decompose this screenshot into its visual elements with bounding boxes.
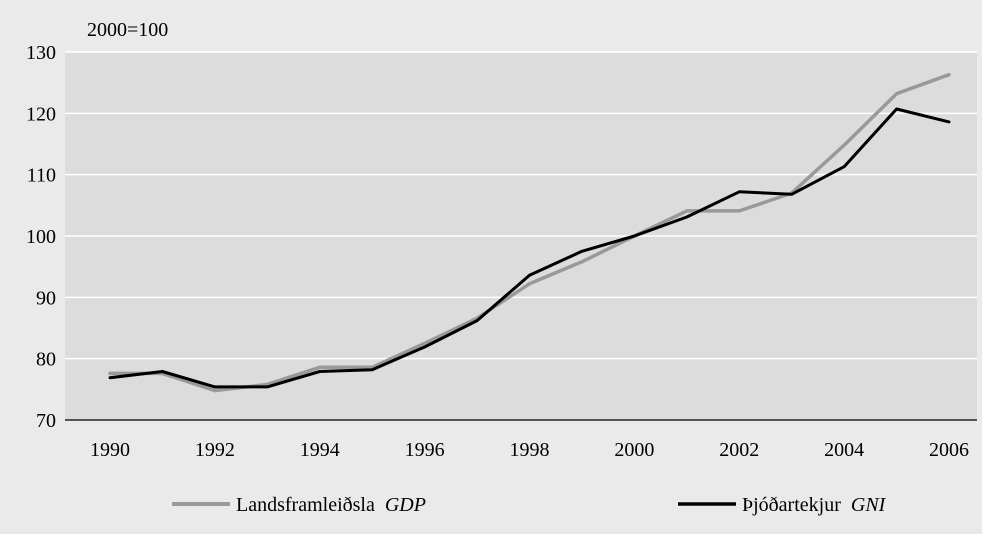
x-tick-label: 1994 [300,439,340,461]
legend-label-name: Landsframleiðsla [236,494,385,516]
x-tick-label: 1990 [90,439,130,461]
x-tick-label: 2000 [614,439,654,461]
legend-label-abbreviation: GNI [851,494,887,516]
legend-label: Landsframleiðsla GDP [236,494,426,516]
legend-label: Þjóðartekjur GNI [742,494,887,516]
y-tick-label: 110 [27,165,56,187]
x-tick-label: 1996 [405,439,445,461]
y-tick-label: 80 [36,349,56,371]
series-lines [108,72,951,393]
legend-label-abbreviation: GDP [385,494,426,516]
legend-label-name: Þjóðartekjur [742,494,851,516]
y-tick-label: 100 [26,226,56,248]
x-tick-label: 2006 [929,439,969,461]
x-tick-label: 1998 [510,439,550,461]
y-tick-label: 130 [26,42,56,64]
y-tick-label: 70 [36,410,56,432]
unit-label: 2000=100 [87,19,168,41]
series-line-gni [108,107,951,389]
y-axis-ticks: 70 80 90 100 110 120 130 [26,42,56,432]
legend: Landsframleiðsla GDP Þjóðartekjur GNI [172,494,887,516]
y-tick-label: 90 [36,287,56,309]
x-tick-label: 2004 [824,439,864,461]
x-tick-label: 2002 [719,439,759,461]
y-tick-label: 120 [26,103,56,125]
gridlines [65,51,977,360]
x-axis-ticks: 1990 1992 1994 1996 1998 2000 2002 2004 2006 [90,439,969,461]
x-tick-label: 1992 [195,439,235,461]
